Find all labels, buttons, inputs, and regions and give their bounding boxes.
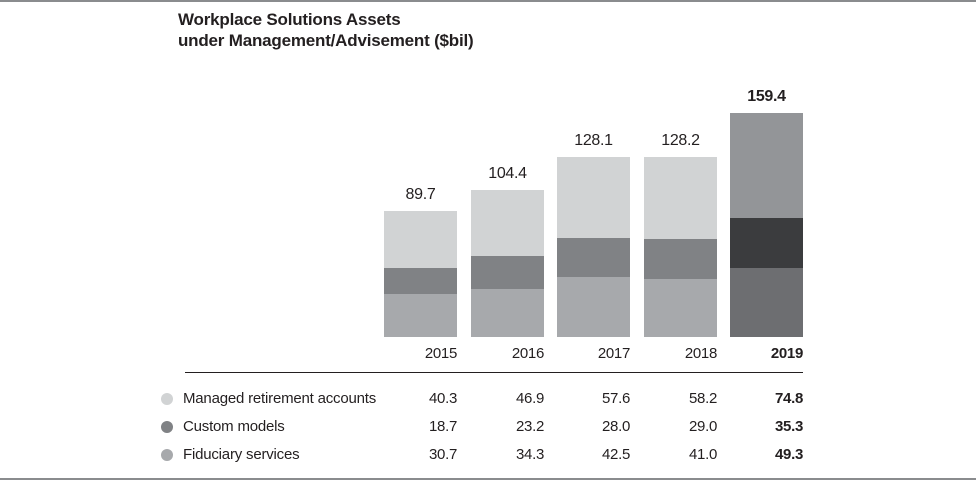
bar-segment-2015-custom-models [384,267,457,294]
table-value-fiduciary-services-2018: 41.0 [689,446,717,463]
bar-segment-2016-managed-retirement-accounts [471,190,544,257]
table-value-managed-retirement-accounts-2017: 57.6 [602,390,630,407]
table-value-managed-retirement-accounts-2018: 58.2 [689,390,717,407]
legend-dot-custom-models [161,421,173,433]
bar-segment-2019-fiduciary-services [730,267,803,337]
bar-segment-2018-custom-models [644,238,717,280]
table-value-fiduciary-services-2016: 34.3 [516,446,544,463]
bar-total-label-2019: 159.4 [747,88,786,106]
chart-title: Workplace Solutions Assets under Managem… [178,9,474,51]
x-axis-label-2015: 2015 [424,345,457,362]
table-value-custom-models-2018: 29.0 [689,418,717,435]
table-value-fiduciary-services-2015: 30.7 [429,446,457,463]
x-axis-label-2017: 2017 [597,345,630,362]
bar-segment-2018-fiduciary-services [644,279,717,337]
legend-table-rule [185,372,803,373]
legend-dot-fiduciary-services [161,449,173,461]
bar-segment-2018-managed-retirement-accounts [644,156,717,239]
bottom-rule [0,478,976,480]
top-rule [0,0,976,2]
table-value-fiduciary-services-2019: 49.3 [775,446,803,463]
bar-segment-2017-managed-retirement-accounts [557,157,630,238]
bar-segment-2017-fiduciary-services [557,277,630,337]
table-value-managed-retirement-accounts-2019: 74.8 [775,390,803,407]
bar-total-label-2015: 89.7 [405,186,436,204]
table-value-managed-retirement-accounts-2015: 40.3 [429,390,457,407]
bar-total-label-2018: 128.2 [661,131,700,149]
table-value-custom-models-2016: 23.2 [516,418,544,435]
bar-total-label-2017: 128.1 [574,132,613,150]
legend-label-custom-models: Custom models [183,418,285,435]
table-value-custom-models-2019: 35.3 [775,418,803,435]
bar-segment-2016-fiduciary-services [471,288,544,337]
legend-label-managed-retirement-accounts: Managed retirement accounts [183,390,377,407]
table-value-fiduciary-services-2017: 42.5 [602,446,630,463]
x-axis-label-2016: 2016 [511,345,544,362]
bar-segment-2019-managed-retirement-accounts [730,113,803,219]
chart-title-line2: under Management/Advisement ($bil) [178,31,474,50]
table-value-custom-models-2017: 28.0 [602,418,630,435]
legend-label-fiduciary-services: Fiduciary services [183,446,300,463]
bar-segment-2015-managed-retirement-accounts [384,211,457,268]
x-axis-label-2019: 2019 [770,345,803,362]
plot-area: 89.7 2015 104.4 2016 128.1 2017 128.2 2018 159.4… [384,88,803,362]
bar-segment-2015-fiduciary-services [384,293,457,337]
chart-title-line1: Workplace Solutions Assets [178,10,401,29]
bar-total-label-2016: 104.4 [488,165,527,183]
table-value-custom-models-2015: 18.7 [429,418,457,435]
bar-segment-2019-custom-models [730,218,803,268]
x-axis-label-2018: 2018 [684,345,717,362]
bar-segment-2016-custom-models [471,256,544,289]
legend-dot-managed-retirement-accounts [161,393,173,405]
bar-segment-2017-custom-models [557,237,630,278]
table-value-managed-retirement-accounts-2016: 46.9 [516,390,544,407]
